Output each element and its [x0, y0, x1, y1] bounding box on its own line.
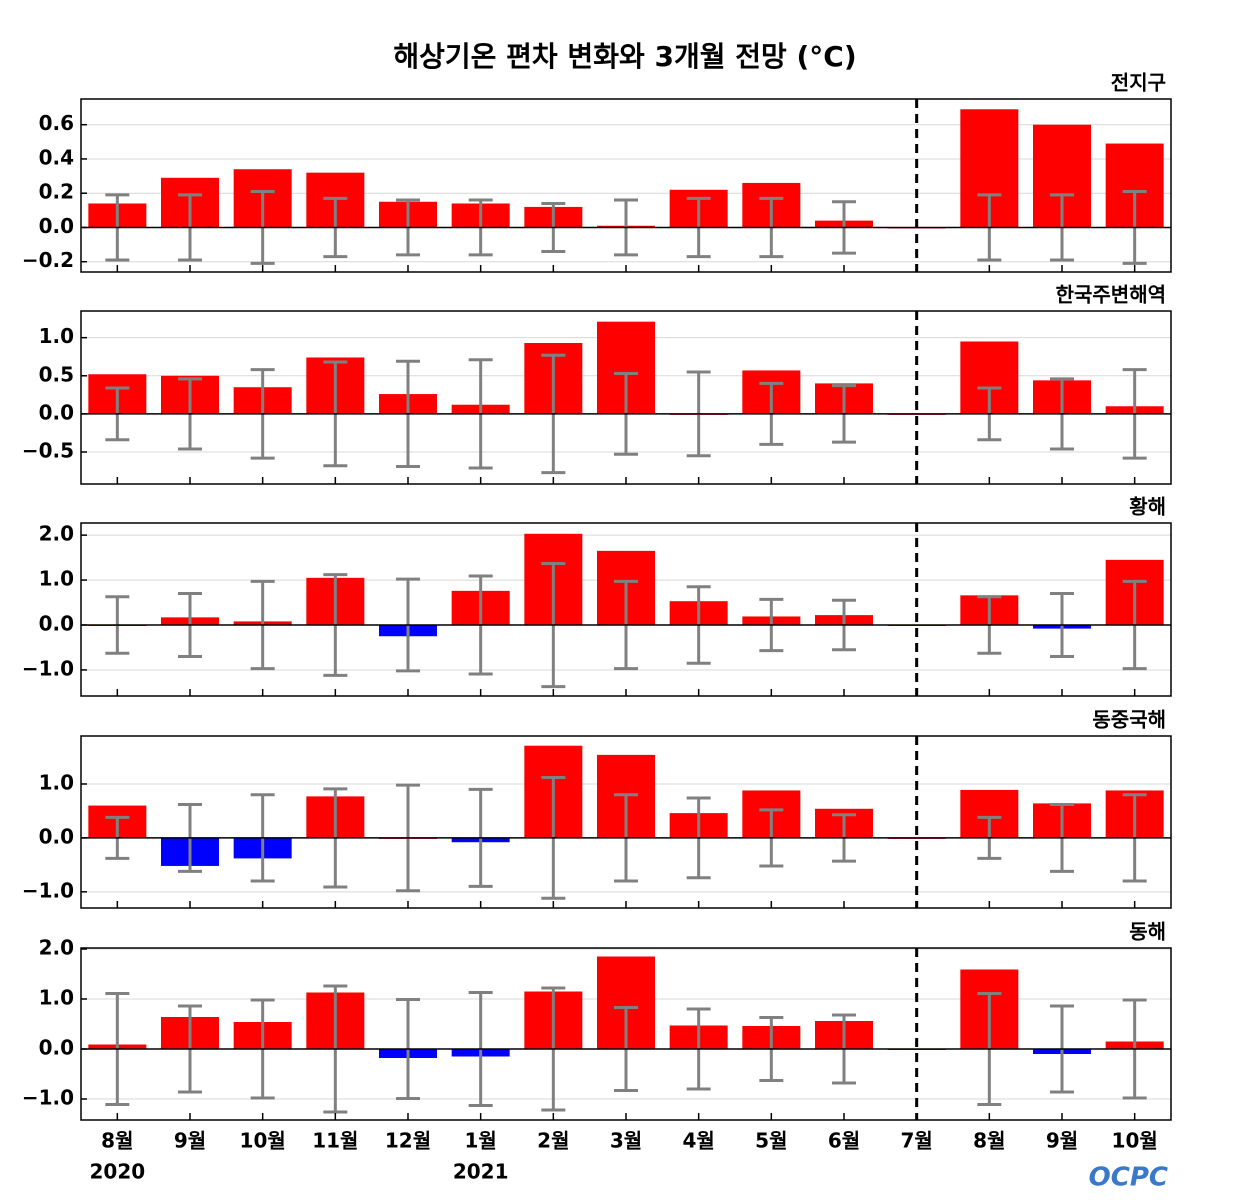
- y-tick-label: 0.0: [39, 612, 74, 636]
- x-tick-label: 7월: [901, 1129, 933, 1153]
- panel-title: 동중국해: [1092, 708, 1166, 732]
- y-tick-label: 0.0: [39, 400, 74, 424]
- y-tick-label: 0.6: [39, 111, 74, 135]
- x-tick-label: 5월: [755, 1129, 787, 1153]
- y-tick-label: 2.0: [39, 522, 74, 546]
- x-tick-label: 12월: [385, 1129, 431, 1153]
- y-tick-label: 0.0: [39, 1036, 74, 1060]
- y-tick-label: 0.2: [39, 180, 74, 204]
- x-tick-label: 1월: [465, 1129, 497, 1153]
- y-tick-label: 1.0: [39, 324, 74, 348]
- panel-frame: [80, 98, 1172, 273]
- x-tick-label: 11월: [312, 1129, 358, 1153]
- chart-title: 해상기온 편차 변화와 3개월 전망 (°C): [393, 40, 856, 73]
- panel-frame: [80, 735, 1172, 909]
- y-tick-label: 1.0: [39, 770, 74, 794]
- x-tick-label: 3월: [610, 1129, 642, 1153]
- y-tick-label: 1.0: [39, 986, 74, 1010]
- y-tick-label: 0.0: [39, 214, 74, 238]
- x-tick-label: 4월: [683, 1129, 715, 1153]
- panel-frame: [80, 522, 1172, 697]
- panel-title: 한국주변해역: [1056, 283, 1166, 307]
- x-tick-label: 8월: [101, 1129, 133, 1153]
- y-tick-label: 0.0: [39, 824, 74, 848]
- panel-title: 동해: [1129, 920, 1166, 944]
- year-label: 2021: [453, 1160, 509, 1184]
- x-tick-label: 9월: [1046, 1129, 1078, 1153]
- y-tick-label: −1.0: [22, 878, 74, 902]
- y-tick-label: 1.0: [39, 567, 74, 591]
- logo: OCPC: [1089, 1163, 1168, 1193]
- x-tick-label: 2월: [537, 1129, 569, 1153]
- y-tick-label: −0.2: [22, 248, 74, 272]
- x-tick-label: 10월: [1112, 1129, 1158, 1153]
- x-tick-label: 10월: [240, 1129, 286, 1153]
- y-tick-label: 0.4: [39, 145, 74, 169]
- y-tick-label: −1.0: [22, 656, 74, 680]
- panel-title: 전지구: [1111, 71, 1166, 95]
- x-tick-label: 6월: [828, 1129, 860, 1153]
- year-label: 2020: [89, 1160, 145, 1184]
- y-tick-label: 0.5: [39, 362, 74, 386]
- y-tick-label: −1.0: [22, 1086, 74, 1110]
- x-tick-label: 8월: [973, 1129, 1005, 1153]
- y-tick-label: −0.5: [22, 438, 74, 462]
- x-tick-label: 9월: [174, 1129, 206, 1153]
- y-tick-label: 2.0: [39, 936, 74, 960]
- panel-frame: [80, 947, 1172, 1121]
- panel-title: 황해: [1129, 495, 1166, 519]
- panel-frame: [80, 310, 1172, 485]
